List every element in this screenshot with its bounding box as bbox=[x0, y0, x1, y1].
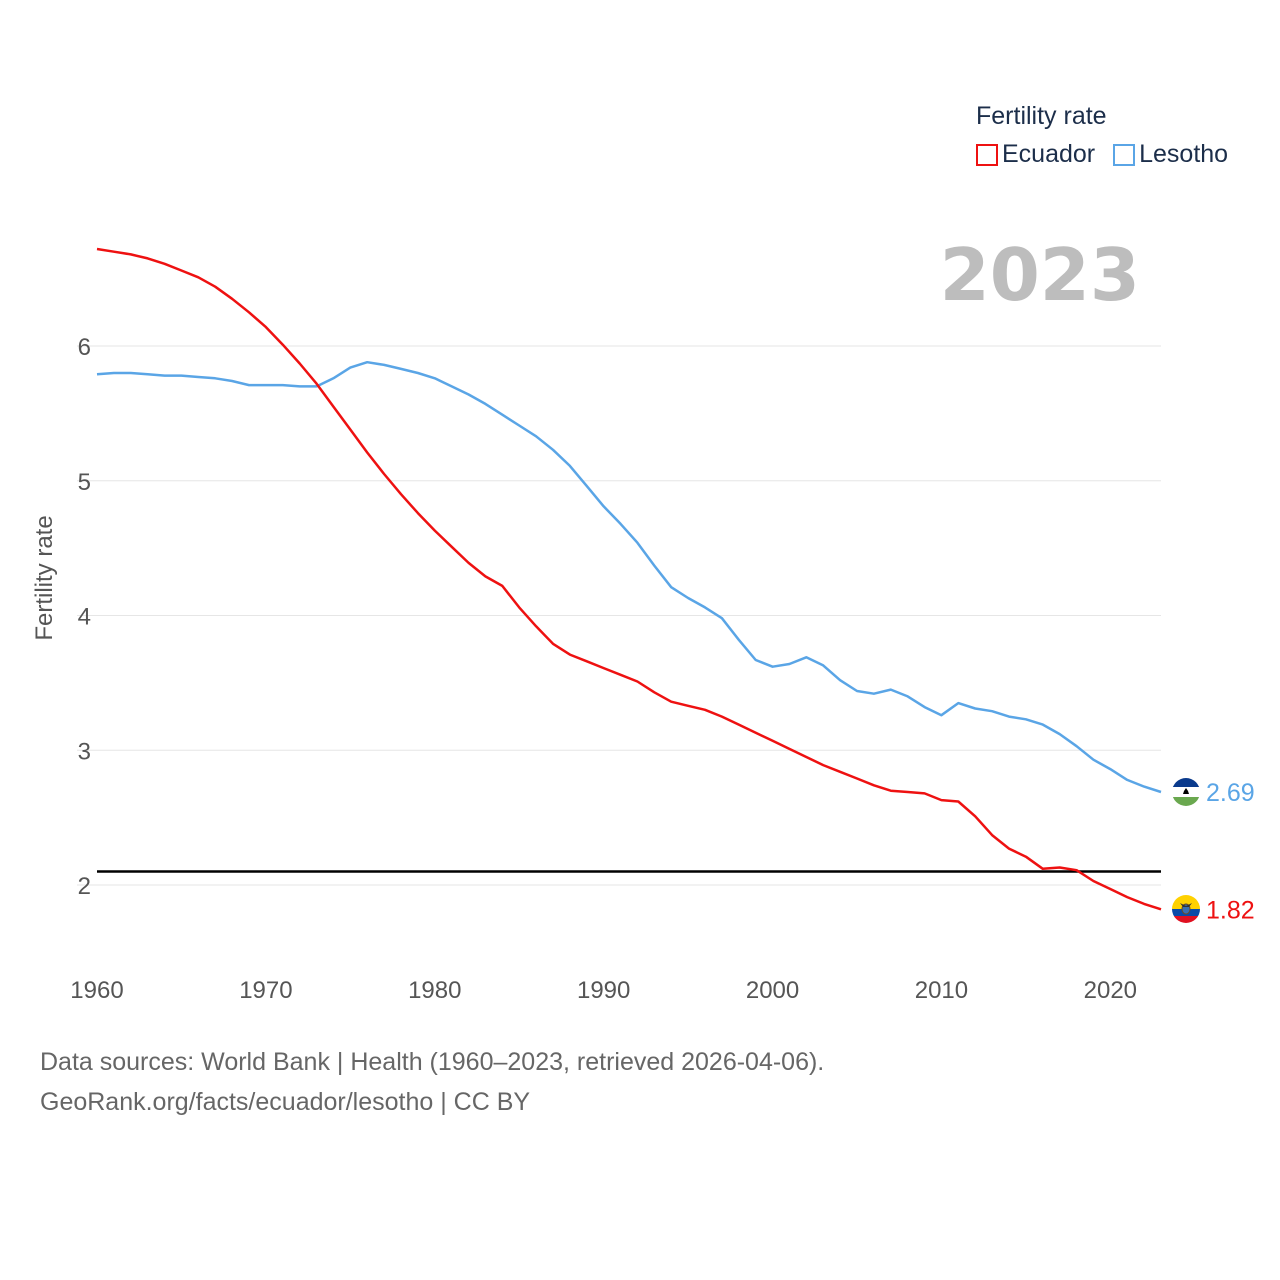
legend: Fertility rate Ecuador Lesotho bbox=[976, 100, 1246, 169]
x-tick-label: 2020 bbox=[1084, 977, 1137, 1004]
source-link[interactable]: GeoRank.org/facts/ecuador/lesotho | CC B… bbox=[40, 1088, 531, 1116]
y-tick-label: 2 bbox=[78, 873, 91, 900]
lesotho-flag-icon bbox=[1172, 778, 1200, 806]
legend-swatch-ecuador bbox=[976, 143, 998, 166]
x-tick-label: 2010 bbox=[915, 977, 968, 1004]
x-axis-ticks: 1960 1970 1980 1990 2000 2010 2020 bbox=[70, 977, 1137, 1004]
x-tick-label: 2000 bbox=[746, 977, 799, 1004]
grid-lines bbox=[77, 345, 1161, 886]
legend-label-lesotho: Lesotho bbox=[1139, 140, 1229, 168]
series-line-lesotho bbox=[96, 360, 1162, 794]
series-group bbox=[96, 247, 1162, 911]
x-tick-label: 1980 bbox=[408, 977, 461, 1004]
ecuador-flag-icon bbox=[1172, 895, 1200, 923]
legend-items: Ecuador Lesotho bbox=[976, 140, 1246, 169]
x-tick-label: 1990 bbox=[577, 977, 630, 1004]
year-display: 2023 bbox=[940, 233, 1140, 317]
legend-title: Fertility rate bbox=[976, 102, 1107, 130]
end-label-lesotho: 2.69 bbox=[1206, 779, 1255, 807]
data-sources: Data sources: World Bank | Health (1960–… bbox=[40, 1048, 825, 1076]
legend-item-ecuador[interactable]: Ecuador bbox=[976, 140, 1095, 169]
y-tick-label: 4 bbox=[78, 604, 91, 631]
series-line-ecuador bbox=[96, 247, 1162, 911]
footer: Data sources: World Bank | Health (1960–… bbox=[40, 1042, 824, 1122]
legend-swatch-lesotho bbox=[1113, 143, 1136, 166]
x-tick-label: 1960 bbox=[70, 977, 123, 1004]
end-labels: 2.69 1.82 bbox=[1206, 779, 1255, 924]
x-tick-label: 1970 bbox=[239, 977, 292, 1004]
legend-item-lesotho[interactable]: Lesotho bbox=[1113, 140, 1228, 169]
y-axis-ticks: 2 3 4 5 6 bbox=[78, 334, 91, 900]
end-markers bbox=[1172, 778, 1200, 923]
y-tick-label: 3 bbox=[78, 738, 91, 765]
y-tick-label: 5 bbox=[78, 469, 91, 496]
y-axis-title: Fertility rate bbox=[31, 515, 58, 640]
end-label-ecuador: 1.82 bbox=[1206, 896, 1255, 924]
legend-label-ecuador: Ecuador bbox=[1002, 140, 1096, 168]
y-tick-label: 6 bbox=[78, 334, 91, 361]
